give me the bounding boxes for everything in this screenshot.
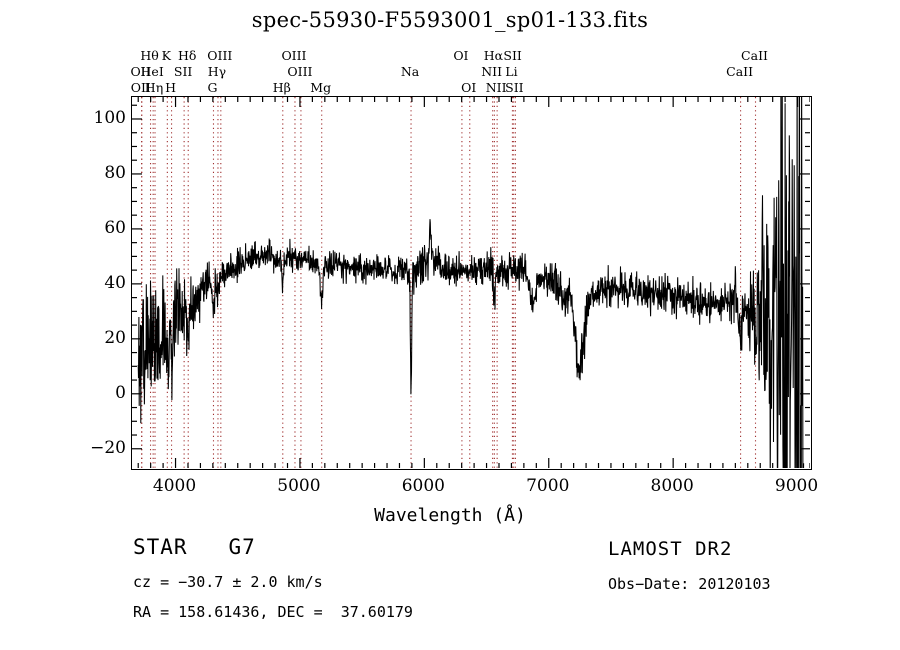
line-label-NII: NII [485, 80, 507, 95]
y-tick-20: 20 [104, 327, 126, 348]
plot-frame [131, 96, 812, 470]
object-class-text: STAR G7 [133, 535, 256, 559]
line-label-H: Hη [144, 80, 164, 95]
y-tick--20: −20 [90, 437, 126, 458]
line-label-G: G [207, 80, 218, 95]
y-tick-0: 0 [115, 382, 126, 403]
line-label-OIII: OIII [281, 48, 307, 63]
x-tick-4000: 4000 [152, 476, 197, 496]
line-label-H: Hα [483, 48, 504, 63]
line-label-OIII: OIII [287, 64, 313, 79]
line-label-SII: SII [173, 64, 193, 79]
line-label-Mg: Mg [310, 80, 332, 95]
line-label-H: Hθ [140, 48, 159, 63]
observation-date-text: Obs−Date: 20120103 [608, 575, 771, 593]
line-label-OII: OII [130, 64, 151, 79]
y-tick-80: 80 [104, 162, 126, 183]
x-tick-6000: 6000 [401, 476, 445, 496]
line-label-Na: Na [400, 64, 420, 79]
y-tick-labels: 100 80 60 40 20 0 −20 [58, 96, 126, 470]
line-label-H: Hδ [178, 48, 197, 63]
line-label-K: K [161, 48, 171, 63]
x-tick-5000: 5000 [277, 476, 321, 496]
survey-name-text: LAMOST DR2 [608, 538, 733, 560]
line-label-HeI: HeI [140, 64, 164, 79]
spectrum-canvas [132, 97, 810, 468]
line-label-SII: SII [503, 48, 522, 63]
x-tick-8000: 8000 [650, 476, 694, 496]
line-label-OI: OI [461, 80, 477, 95]
line-label-H: Hβ [272, 80, 291, 95]
x-tick-9000: 9000 [774, 476, 819, 496]
y-tick-100: 100 [93, 107, 126, 128]
line-label-OIII: OIII [207, 48, 233, 63]
y-tick-60: 60 [104, 217, 126, 238]
y-tick-40: 40 [104, 272, 126, 293]
line-label-H: Hγ [207, 64, 227, 79]
line-label-OII: OII [130, 80, 151, 95]
page-title: spec-55930-F5593001_sp01-133.fits [251, 8, 649, 32]
line-label-NII: NII [481, 64, 503, 79]
line-label-CaII: CaII [741, 48, 768, 63]
line-label-OI: OI [453, 48, 469, 63]
coordinates-text: RA = 158.61436, DEC = 37.60179 [133, 603, 413, 621]
x-tick-7000: 7000 [526, 476, 570, 496]
line-label-SII: SII [505, 80, 524, 95]
line-label-H: H [165, 80, 176, 95]
line-label-CaII: CaII [726, 64, 754, 79]
line-label-Li: Li [505, 64, 518, 79]
x-axis-label: Wavelength (Å) [374, 505, 526, 526]
redshift-velocity-text: cz = −30.7 ± 2.0 km/s [133, 573, 323, 591]
